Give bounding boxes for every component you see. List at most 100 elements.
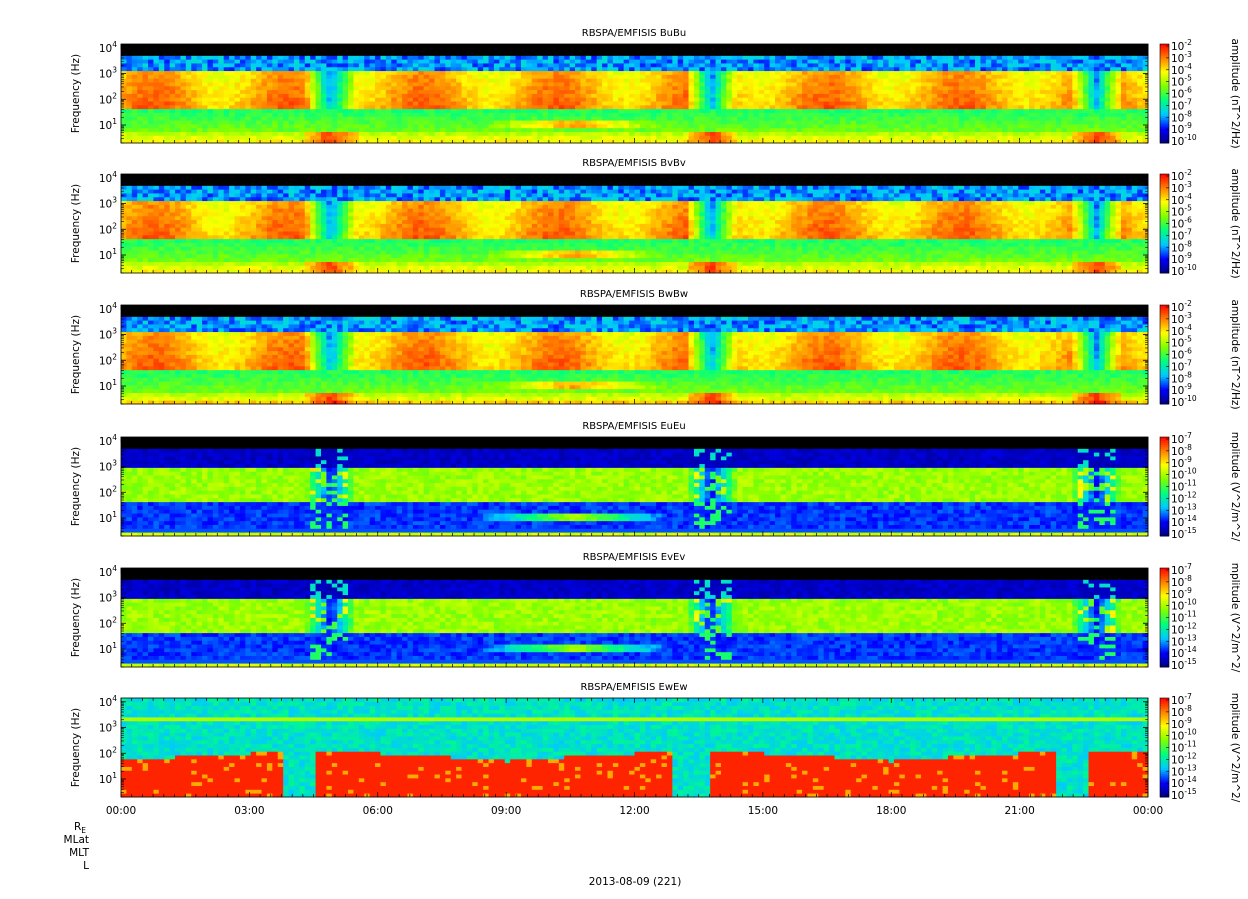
spectrogram-cell (997, 63, 1003, 67)
spectrogram-cell (137, 63, 143, 67)
spectrogram-cell (532, 113, 538, 117)
spectrogram-cell (564, 78, 570, 82)
spectrogram-cell (878, 109, 884, 113)
spectrogram-cell (840, 105, 846, 109)
spectrogram-cell (780, 63, 786, 67)
spectrogram-cell (337, 63, 343, 67)
spectrogram-cell (748, 94, 754, 98)
spectrogram-cell (645, 67, 651, 71)
spectrogram-cell (894, 59, 900, 63)
spectrogram-cell (840, 128, 846, 132)
spectrogram-cell (662, 124, 668, 128)
spectrogram-cell (818, 101, 824, 105)
spectrogram-cell (467, 48, 473, 52)
spectrogram-cell (186, 97, 192, 101)
spectrogram-cell (726, 59, 732, 63)
spectrogram-cell (202, 48, 208, 52)
spectrogram-cell (818, 52, 824, 56)
spectrogram-cell (683, 90, 689, 94)
spectrogram-cell (235, 71, 241, 75)
spectrogram-cell (348, 113, 354, 117)
spectrogram-cell (662, 67, 668, 71)
spectrogram-cell (694, 116, 700, 120)
spectrogram-cell (705, 105, 711, 109)
spectrogram-cell (1067, 90, 1073, 94)
spectrogram-cell (267, 97, 273, 101)
spectrogram-cell (321, 94, 327, 98)
spectrogram-cell (829, 124, 835, 128)
spectrogram-cell (418, 132, 424, 136)
spectrogram-cell (353, 59, 359, 63)
spectrogram-cell (467, 52, 473, 56)
spectrogram-cell (364, 59, 370, 63)
spectrogram-cell (575, 44, 581, 48)
spectrogram-cell (1083, 74, 1089, 78)
spectrogram-cell (926, 59, 932, 63)
spectrogram-cell (467, 105, 473, 109)
spectrogram-cell (186, 59, 192, 63)
spectrogram-cell (899, 71, 905, 75)
spectrogram-cell (505, 78, 511, 82)
spectrogram-cell (402, 52, 408, 56)
spectrogram-cell (807, 116, 813, 120)
spectrogram-cell (494, 113, 500, 117)
spectrogram-cell (326, 74, 332, 78)
spectrogram-cell (786, 109, 792, 113)
spectrogram-cell (148, 128, 154, 132)
spectrogram-cell (970, 82, 976, 86)
spectrogram-cell (953, 44, 959, 48)
spectrogram-cell (548, 82, 554, 86)
spectrogram-cell (813, 97, 819, 101)
spectrogram-cell (505, 63, 511, 67)
spectrogram-cell (213, 124, 219, 128)
spectrogram-cell (689, 135, 695, 139)
spectrogram-cell (1018, 90, 1024, 94)
spectrogram-cell (775, 74, 781, 78)
spectrogram-cell (1132, 120, 1138, 124)
spectrogram-cell (932, 109, 938, 113)
spectrogram-cell (543, 135, 549, 139)
spectrogram-cell (726, 128, 732, 132)
spectrogram-cell (380, 86, 386, 90)
spectrogram-cell (791, 132, 797, 136)
spectrogram-cell (1121, 59, 1127, 63)
spectrogram-cell (845, 78, 851, 82)
spectrogram-cell (159, 82, 165, 86)
spectrogram-cell (532, 90, 538, 94)
spectrogram-cell (262, 101, 268, 105)
spectrogram-cell (672, 97, 678, 101)
spectrogram-cell (856, 63, 862, 67)
spectrogram-cell (980, 116, 986, 120)
spectrogram-cell (1056, 74, 1062, 78)
spectrogram-cell (202, 128, 208, 132)
spectrogram-cell (575, 67, 581, 71)
spectrogram-cell (218, 101, 224, 105)
spectrogram-cell (294, 120, 300, 124)
spectrogram-cell (889, 71, 895, 75)
spectrogram-cell (310, 52, 316, 56)
spectrogram-cell (499, 109, 505, 113)
spectrogram-cell (332, 90, 338, 94)
spectrogram-cell (1143, 78, 1149, 82)
spectrogram-cell (126, 132, 132, 136)
spectrogram-cell (186, 78, 192, 82)
spectrogram-cell (489, 120, 495, 124)
spectrogram-cell (305, 78, 311, 82)
spectrogram-cell (991, 105, 997, 109)
spectrogram-cell (872, 97, 878, 101)
spectrogram-cell (737, 101, 743, 105)
spectrogram-cell (672, 71, 678, 75)
spectrogram-cell (683, 132, 689, 136)
spectrogram-cell (753, 94, 759, 98)
spectrogram-cell (305, 116, 311, 120)
spectrogram-cell (435, 132, 441, 136)
spectrogram-cell (705, 94, 711, 98)
spectrogram-cell (802, 113, 808, 117)
spectrogram-cell (705, 86, 711, 90)
spectrogram-cell (1126, 86, 1132, 90)
spectrogram-cell (424, 128, 430, 132)
spectrogram-cell (1105, 44, 1111, 48)
spectrogram-cell (975, 135, 981, 139)
spectrogram-cell (635, 82, 641, 86)
spectrogram-cell (851, 44, 857, 48)
